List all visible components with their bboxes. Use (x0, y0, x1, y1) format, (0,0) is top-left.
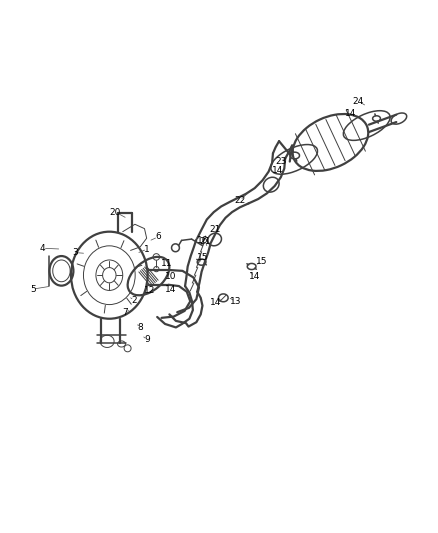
Text: 14: 14 (210, 298, 221, 306)
Text: 7: 7 (123, 308, 128, 317)
Text: 15: 15 (256, 257, 268, 266)
Text: 21: 21 (199, 237, 211, 246)
Text: 20: 20 (110, 207, 121, 216)
Text: 13: 13 (230, 297, 241, 306)
Text: 5: 5 (30, 285, 35, 294)
Text: 15: 15 (197, 253, 208, 262)
Text: 8: 8 (138, 323, 144, 332)
Text: 12: 12 (144, 286, 155, 295)
Text: 3: 3 (73, 248, 78, 257)
Text: 2: 2 (131, 296, 137, 305)
Text: 10: 10 (166, 272, 177, 280)
Text: 11: 11 (161, 259, 173, 268)
Text: 22: 22 (234, 196, 246, 205)
Text: 1: 1 (144, 245, 150, 254)
Text: 6: 6 (155, 232, 161, 241)
Text: 14: 14 (345, 109, 356, 118)
Text: 14: 14 (249, 272, 260, 280)
Text: 14: 14 (272, 166, 283, 175)
Text: 21: 21 (209, 225, 220, 234)
Text: 16: 16 (197, 236, 208, 245)
Text: 9: 9 (144, 335, 150, 344)
Text: 23: 23 (275, 157, 286, 166)
Text: 4: 4 (40, 244, 46, 253)
Text: 24: 24 (353, 96, 364, 106)
Text: 14: 14 (166, 285, 177, 294)
